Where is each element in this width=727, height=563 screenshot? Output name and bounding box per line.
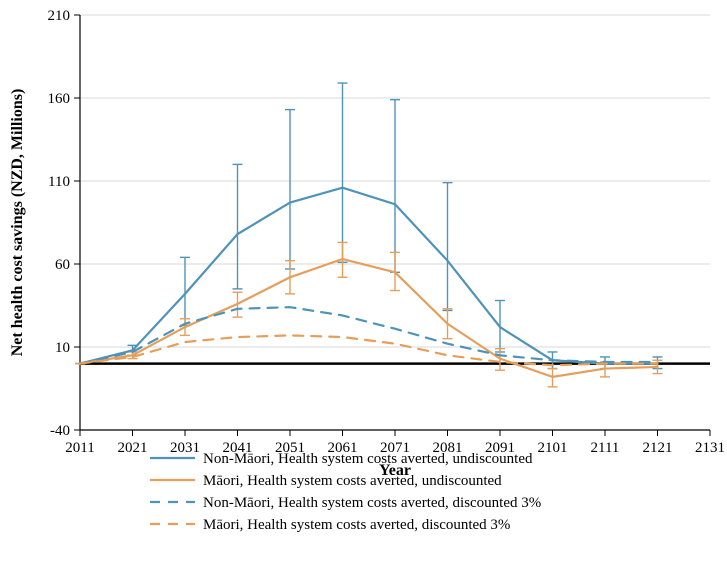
- y-tick-label: 110: [48, 174, 70, 190]
- y-tick-label: 10: [55, 340, 70, 356]
- y-tick-label: 210: [48, 8, 71, 24]
- y-axis-label: Net health cost savings (NZD, Millions): [9, 89, 26, 357]
- y-tick-label: 60: [55, 257, 70, 273]
- legend-label: Non-Māori, Health system costs averted, …: [203, 451, 533, 467]
- y-tick-label: -40: [50, 423, 70, 439]
- line-chart: 2011202120312041205120612071208120912101…: [0, 0, 727, 563]
- legend-label: Non-Māori, Health system costs averted, …: [203, 495, 541, 511]
- x-tick-label: 2121: [643, 440, 673, 456]
- x-tick-label: 2031: [170, 440, 200, 456]
- legend-label: Māori, Health system costs averted, undi…: [203, 473, 502, 489]
- x-tick-label: 2021: [118, 440, 148, 456]
- x-tick-label: 2131: [695, 440, 725, 456]
- x-tick-label: 2011: [65, 440, 94, 456]
- x-tick-label: 2101: [538, 440, 568, 456]
- y-tick-label: 160: [48, 91, 71, 107]
- legend-label: Māori, Health system costs averted, disc…: [203, 517, 510, 533]
- x-tick-label: 2111: [591, 440, 620, 456]
